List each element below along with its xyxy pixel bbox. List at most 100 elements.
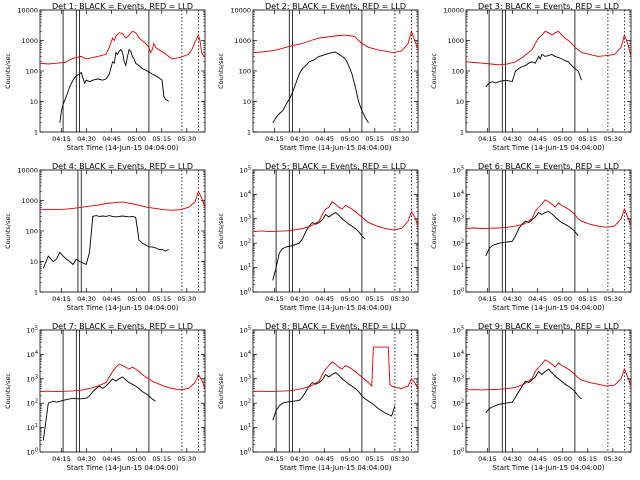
x-tick-label: 04:15 [265, 455, 284, 463]
x-tick-label: 04:45 [315, 455, 334, 463]
panel-det-9: Det 9: BLACK = Events, RED = LLD 100 101 10… [430, 322, 632, 472]
panel-title: Det 8: BLACK = Events, RED = LLD [265, 322, 406, 331]
y-axis-label: Counts/sec [217, 53, 225, 89]
y-tick-label: 100 [240, 288, 251, 297]
y-tick-label: 101 [453, 263, 464, 272]
x-tick-label: 04:45 [528, 295, 547, 303]
x-tick-label: 04:15 [52, 295, 71, 303]
panel-det-4: Det 4: BLACK = Events, RED = LLD 1 10 100 10… [4, 162, 206, 312]
lld-series-line [39, 30, 206, 65]
panel-title: Det 4: BLACK = Events, RED = LLD [52, 162, 193, 171]
y-tick-label: 101 [453, 423, 464, 432]
events-series-line [59, 48, 169, 123]
events-series-line [485, 53, 582, 88]
panel-det-3: Det 3: BLACK = Events, RED = LLD 1 10 100 10… [430, 2, 632, 152]
panel-det-8: Det 8: BLACK = Events, RED = LLD 100 101 10… [217, 322, 419, 472]
x-axis-label: Start Time (14-Jun-15 04:04:00) [493, 464, 605, 472]
panel-title: Det 2: BLACK = Events, RED = LLD [265, 2, 406, 11]
plot-frame [465, 169, 632, 293]
x-tick-label: 04:45 [315, 135, 334, 143]
panel-title: Det 5: BLACK = Events, RED = LLD [265, 162, 406, 171]
x-tick-label: 05:15 [578, 455, 597, 463]
y-tick-label: 102 [453, 399, 464, 408]
plot-frame [465, 9, 632, 133]
panel-det-7: Det 7: BLACK = Events, RED = LLD 100 101 10… [4, 322, 206, 472]
x-tick-label: 04:45 [102, 135, 121, 143]
y-tick-label: 10 [30, 98, 38, 106]
y-tick-label: 1 [34, 129, 38, 137]
x-axis-label: Start Time (14-Jun-15 04:04:00) [67, 144, 179, 152]
y-tick-label: 10000 [230, 7, 251, 15]
plot-frame [39, 9, 206, 133]
panel-title: Det 1: BLACK = Events, RED = LLD [52, 2, 193, 11]
events-series-line [485, 211, 579, 257]
y-tick-label: 100 [240, 448, 251, 457]
x-tick-label: 05:15 [152, 135, 171, 143]
x-tick-label: 05:15 [578, 295, 597, 303]
x-tick-label: 05:00 [553, 455, 572, 463]
panel-det-6: Det 6: BLACK = Events, RED = LLD 100 101 10… [430, 162, 632, 312]
y-tick-label: 100 [453, 448, 464, 457]
x-tick-label: 05:00 [553, 135, 572, 143]
y-tick-label: 1 [460, 129, 464, 137]
y-tick-label: 105 [27, 326, 38, 335]
y-tick-label: 103 [27, 374, 38, 383]
x-tick-label: 04:30 [290, 455, 309, 463]
plot-frame [465, 329, 632, 453]
lld-series-line [252, 346, 419, 393]
y-tick-label: 1000 [234, 37, 251, 45]
y-axis-label: Counts/sec [430, 373, 438, 409]
y-tick-label: 102 [453, 239, 464, 248]
events-series-line [42, 215, 169, 269]
plot-frame [252, 9, 419, 133]
panel-title: Det 7: BLACK = Events, RED = LLD [52, 322, 193, 331]
y-tick-label: 101 [240, 423, 251, 432]
y-tick-label: 103 [453, 214, 464, 223]
x-tick-label: 05:00 [127, 295, 146, 303]
panel-title: Det 3: BLACK = Events, RED = LLD [478, 2, 619, 11]
y-axis-label: Counts/sec [4, 213, 12, 249]
x-tick-label: 04:30 [77, 135, 96, 143]
x-tick-label: 05:30 [390, 135, 409, 143]
x-tick-label: 04:30 [503, 135, 522, 143]
events-series-line [272, 212, 366, 281]
lld-series-line [39, 363, 206, 393]
panel-det-5: Det 5: BLACK = Events, RED = LLD 100 101 10… [217, 162, 419, 312]
y-tick-label: 10000 [443, 7, 464, 15]
x-axis-label: Start Time (14-Jun-15 04:04:00) [493, 144, 605, 152]
x-tick-label: 05:30 [177, 455, 196, 463]
x-tick-label: 05:30 [390, 455, 409, 463]
panel-title: Det 6: BLACK = Events, RED = LLD [478, 162, 619, 171]
y-tick-label: 104 [27, 350, 38, 359]
x-tick-label: 05:15 [365, 135, 384, 143]
y-tick-label: 104 [453, 190, 464, 199]
x-tick-label: 05:00 [340, 135, 359, 143]
panel-title: Det 9: BLACK = Events, RED = LLD [478, 322, 619, 331]
x-tick-label: 05:00 [127, 455, 146, 463]
y-axis-label: Counts/sec [4, 53, 12, 89]
x-tick-label: 04:15 [52, 455, 71, 463]
x-tick-label: 05:15 [365, 455, 384, 463]
y-tick-label: 105 [453, 166, 464, 175]
x-tick-label: 05:00 [340, 455, 359, 463]
x-tick-label: 05:15 [152, 295, 171, 303]
events-series-line [272, 51, 369, 124]
y-tick-label: 1000 [447, 37, 464, 45]
lld-series-line [252, 29, 419, 54]
y-tick-label: 101 [240, 263, 251, 272]
plot-frame [252, 329, 419, 453]
x-tick-label: 05:15 [365, 295, 384, 303]
lld-series-line [252, 201, 419, 233]
y-tick-label: 104 [453, 350, 464, 359]
x-tick-label: 05:30 [390, 295, 409, 303]
y-tick-label: 1 [34, 289, 38, 297]
y-tick-label: 10000 [17, 167, 38, 175]
x-tick-label: 04:15 [478, 455, 497, 463]
x-axis-label: Start Time (14-Jun-15 04:04:00) [493, 304, 605, 312]
y-tick-label: 104 [240, 350, 251, 359]
y-axis-label: Counts/sec [4, 373, 12, 409]
x-tick-label: 04:45 [315, 295, 334, 303]
y-tick-label: 100 [239, 68, 251, 76]
panel-det-1: Det 1: BLACK = Events, RED = LLD 1 10 100 10… [4, 2, 206, 152]
